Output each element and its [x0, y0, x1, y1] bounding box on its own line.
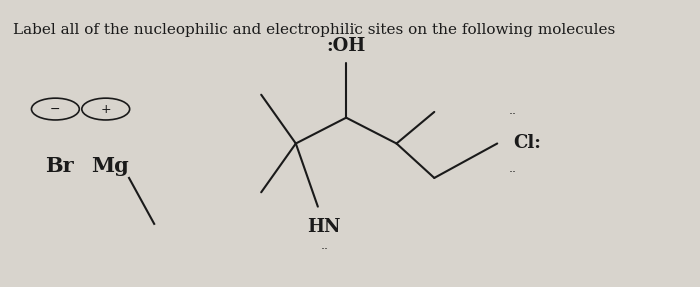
Text: :OH: :OH [326, 37, 366, 55]
Text: −: − [50, 102, 61, 116]
Text: ··: ·· [320, 243, 328, 256]
Text: Label all of the nucleophilic and electrophilic sites on the following molecules: Label all of the nucleophilic and electr… [13, 23, 615, 37]
Text: ··: ·· [509, 166, 517, 179]
Text: HN: HN [307, 218, 341, 236]
Text: Br: Br [46, 156, 74, 177]
Text: ··: ·· [509, 108, 517, 121]
Text: Mg: Mg [91, 156, 129, 177]
Text: ··: ·· [350, 19, 358, 32]
Text: +: + [100, 102, 111, 116]
Text: Cl:: Cl: [513, 135, 541, 152]
